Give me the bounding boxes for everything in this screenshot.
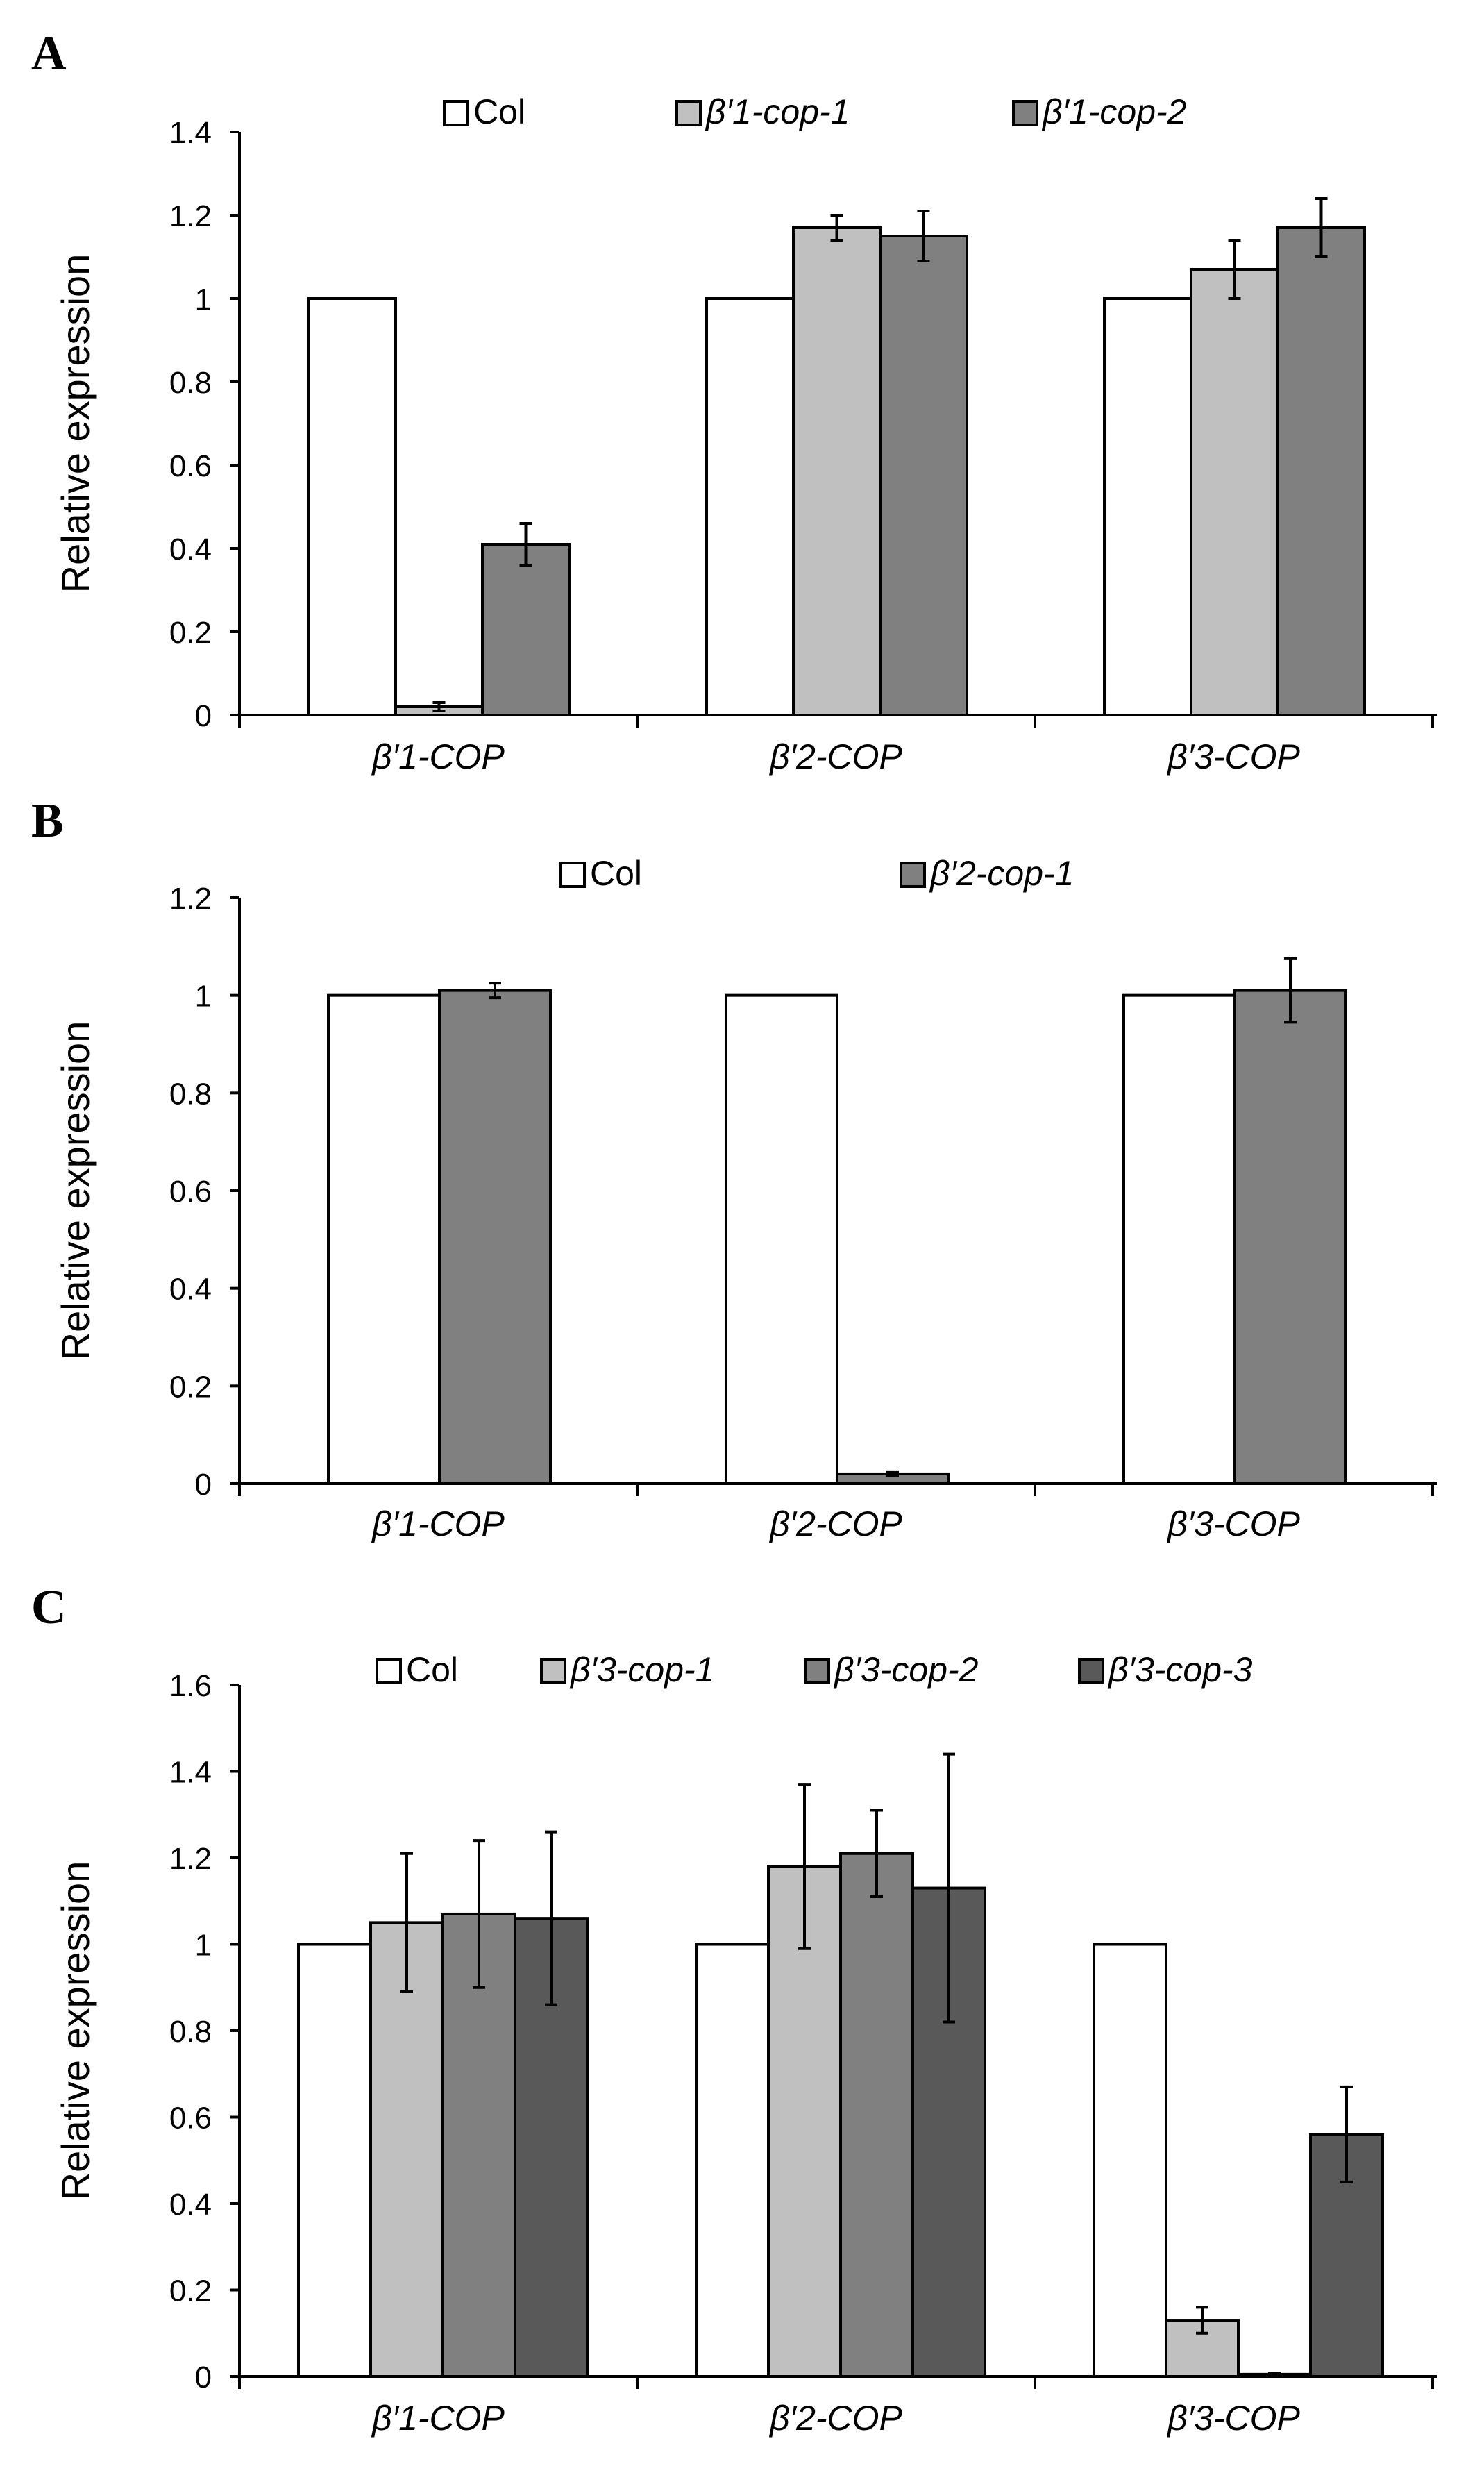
panel-b: B Relative expression 0 0.2 0.4 0.6 0.8 1 1.2 β′1… (31, 794, 1437, 1543)
y-tick-label: 0.8 (169, 2015, 212, 2049)
bar-2-cop-col (705, 297, 795, 716)
y-tick-label: 1.2 (169, 882, 212, 916)
y-tick-label: 0.8 (169, 366, 212, 400)
panel-c: C Relative expression 0 0.2 0.4 0.6 0.8 1 1.2 1.4… (31, 1581, 1437, 2438)
x-category-label: β′2-COP (768, 737, 902, 776)
y-tick-label: 0.2 (169, 1370, 212, 1404)
bar-2-cop-1-cop-1 (792, 226, 882, 716)
bar-1-cop-1-cop-2 (481, 543, 571, 716)
y-tick-label: 1 (195, 980, 212, 1014)
legend-swatch-1-cop-2 (1012, 100, 1038, 126)
legend-swatch-col (443, 100, 469, 126)
y-axis-label: Relative expression (53, 1861, 97, 2201)
y-tick-label: 0.4 (169, 1273, 212, 1307)
x-category-label: β′1-COP (371, 2399, 505, 2438)
bar-1-cop-3-cop-2 (441, 1912, 516, 2379)
y-tick-label: 1.6 (169, 1669, 212, 1703)
bar-2-cop-1-cop-2 (879, 235, 968, 716)
y-tick-label: 1.4 (169, 1756, 212, 1790)
bar-1-cop-col (327, 993, 441, 1485)
bar-3-cop-1-cop-1 (1190, 268, 1279, 716)
y-tick-label: 0 (195, 699, 212, 733)
y-tick-label: 0 (195, 2360, 212, 2394)
y-tick-label: 0.2 (169, 2274, 212, 2308)
legend-label: β′3-cop-3 (1107, 1650, 1253, 1689)
legend-swatch-col (376, 1658, 402, 1684)
legend-label: β′3-cop-2 (833, 1650, 979, 1689)
bar-3-cop-col (1122, 993, 1236, 1485)
y-axis-label: Relative expression (53, 1021, 97, 1361)
x-category-label: β′1-COP (371, 1504, 505, 1543)
x-category-label: β′3-COP (1166, 737, 1300, 776)
y-tick-label: 0.6 (169, 2102, 212, 2136)
legend-label: β′3-cop-1 (569, 1650, 714, 1689)
y-tick-label: 1.2 (169, 199, 212, 233)
y-tick-label: 1 (195, 1929, 212, 1963)
y-axis-label: Relative expression (53, 254, 97, 594)
y-tick-label: 0.6 (169, 1175, 212, 1209)
bar-3-cop-col (1103, 297, 1192, 716)
y-tick-label: 1 (195, 283, 212, 317)
legend-swatch-1-cop-1 (675, 100, 702, 126)
legend-label: β′1-cop-1 (705, 92, 850, 131)
legend-label: Col (473, 92, 525, 131)
bar-2-cop-3-cop-2 (839, 1852, 914, 2378)
legend-label: Col (590, 854, 642, 893)
x-category-label: β′3-COP (1166, 2399, 1300, 2438)
panel-letter: B (31, 794, 64, 848)
bar-1-cop-col (297, 1943, 372, 2378)
legend-swatch-3-cop-2 (804, 1658, 830, 1684)
legend-swatch-3-cop-3 (1078, 1658, 1104, 1684)
x-category-label: β′1-COP (371, 737, 505, 776)
legend-swatch-col (559, 862, 586, 888)
y-tick-label: 1.2 (169, 1842, 212, 1876)
legend-label: β′2-cop-1 (929, 854, 1074, 893)
bar-3-cop-col (1093, 1943, 1167, 2378)
legend-swatch-3-cop-1 (540, 1658, 566, 1684)
legend-swatch-2-cop-1 (900, 862, 926, 888)
bar-3-cop-1-cop-2 (1276, 226, 1366, 716)
legend-label: Col (406, 1650, 458, 1689)
panel-a: A Relative expression 0 0.2 0.4 0.6 0.8 1 1.2 1.4… (31, 27, 1437, 776)
y-tick-label: 0.4 (169, 532, 212, 567)
x-category-label: β′3-COP (1166, 1504, 1300, 1543)
bar-1-cop-2-cop-1 (438, 989, 552, 1485)
bar-1-cop-3-cop-1 (369, 1921, 444, 2378)
y-tick-label: 0.2 (169, 616, 212, 650)
bar-2-cop-col (725, 993, 838, 1485)
bar-2-cop-col (695, 1943, 770, 2378)
panel-letter: C (31, 1581, 67, 1634)
y-tick-label: 0.6 (169, 449, 212, 483)
x-category-label: β′2-COP (768, 1504, 902, 1543)
x-category-label: β′2-COP (768, 2399, 902, 2438)
bar-3-cop-2-cop-1 (1233, 989, 1347, 1485)
panel-letter: A (31, 27, 67, 81)
legend-label: β′1-cop-2 (1041, 92, 1187, 131)
y-tick-label: 0.8 (169, 1077, 212, 1111)
bar-1-cop-col (307, 297, 397, 716)
y-tick-label: 1.4 (169, 116, 212, 150)
y-tick-label: 0.4 (169, 2188, 212, 2222)
y-tick-label: 0 (195, 1468, 212, 1502)
